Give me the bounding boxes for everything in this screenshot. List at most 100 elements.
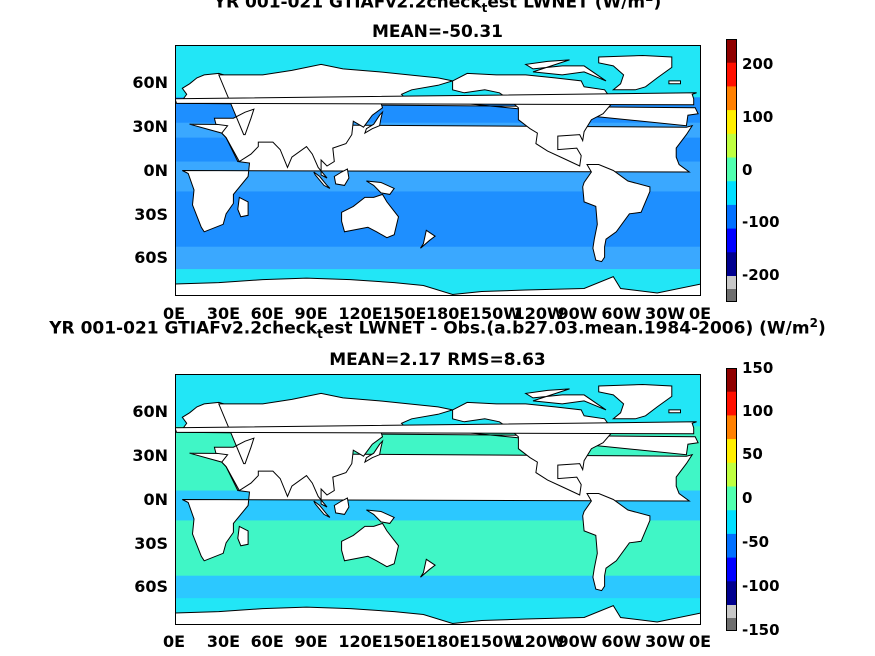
panel1-cb-tick: 200	[742, 55, 774, 73]
map-frame	[175, 374, 701, 625]
land-borneo	[333, 497, 350, 515]
land-new-zealand	[420, 558, 436, 578]
colorbar-segment	[726, 289, 737, 302]
colorbar-segment	[726, 228, 737, 253]
panel1-title-sup: 2	[645, 0, 653, 4]
colorbar-segment	[726, 181, 737, 206]
land-new-zealand	[420, 229, 436, 249]
panel2-lat-60s: 60S	[134, 577, 168, 596]
lon-tick-label: 90W	[557, 632, 598, 651]
lon-tick-label: 0E	[689, 304, 712, 323]
lon-tick-label: 150W	[469, 304, 521, 323]
panel2-lat-30s: 30S	[134, 534, 168, 553]
land-south-america	[582, 493, 651, 592]
land-antarctica	[175, 275, 701, 296]
land-baffin-archipelago	[524, 388, 607, 411]
panel2-cb-tick: 100	[742, 402, 774, 420]
land-borneo	[333, 168, 350, 186]
lon-tick-label: 30W	[645, 632, 686, 651]
lon-tick-label: 60E	[250, 632, 284, 651]
panel2-title: YR 001-021 GTIAFv2.2checktest LWNET - Ob…	[0, 316, 875, 341]
lon-tick-label: 30W	[645, 304, 686, 323]
colorbar-segment	[726, 276, 737, 289]
lon-tick-label: 150W	[469, 632, 521, 651]
colorbar-segment	[726, 86, 737, 111]
lon-tick-label: 30E	[206, 632, 241, 651]
panel2-cb-tick: -50	[742, 533, 770, 551]
colorbar-segment	[726, 510, 737, 535]
land-uk	[175, 92, 697, 106]
colorbar-segment	[726, 605, 737, 618]
panel2-cb-tick: -150	[742, 621, 780, 639]
panel2-colorbar	[726, 368, 737, 631]
land-antarctica	[175, 604, 701, 625]
colorbar-segment	[726, 368, 737, 393]
lon-tick-label: 0E	[689, 632, 712, 651]
colorbar-segment	[726, 110, 737, 135]
colorbar-segment	[726, 204, 737, 230]
panel1-lat-60n: 60N	[132, 73, 168, 92]
land-iceland	[668, 409, 681, 414]
colorbar-frame	[726, 368, 737, 631]
colorbar-segment	[726, 415, 737, 440]
land-new-guinea	[366, 509, 395, 524]
colorbar-segment	[726, 62, 737, 87]
lon-tick-label: 0E	[163, 304, 186, 323]
land-japan	[363, 110, 384, 135]
lon-tick-label: 0E	[163, 632, 186, 651]
colorbar-segment	[726, 581, 737, 606]
panel2-cb-tick: 0	[742, 489, 753, 507]
lon-tick-label: 180E	[426, 304, 471, 323]
land-madagascar	[237, 525, 249, 547]
lon-tick-label: 30E	[206, 304, 241, 323]
land-japan	[363, 439, 384, 464]
panel2-title-tail: est LWNET - Obs.(a.b27.03.mean.1984-2006…	[322, 318, 810, 339]
lon-tick-label: 120E	[338, 304, 383, 323]
colorbar-segment	[726, 391, 737, 416]
panel1-cb-tick: 0	[742, 161, 753, 179]
land-south-america	[582, 164, 651, 263]
panel2-title-close: )	[817, 318, 826, 339]
panel2-title-sub: t	[317, 327, 323, 342]
colorbar-frame	[726, 39, 737, 302]
land-sumatra	[313, 500, 331, 518]
colorbar-segment	[726, 486, 737, 511]
panel1-lat-30n: 30N	[132, 117, 168, 136]
lon-tick-label: 60W	[601, 304, 642, 323]
panel1-lat-30s: 30S	[134, 205, 168, 224]
panel1-title-sub: t	[481, 1, 488, 16]
panel2-stats: MEAN=2.17 RMS=8.63	[329, 350, 546, 370]
lon-tick-label: 120W	[513, 304, 565, 323]
lon-tick-label: 60E	[250, 304, 284, 323]
lon-tick-label: 60W	[601, 632, 642, 651]
colorbar-segment	[726, 133, 737, 158]
land-new-guinea	[366, 180, 395, 195]
land-madagascar	[237, 196, 249, 218]
panel1-map	[175, 45, 701, 296]
lon-tick-label: 150E	[382, 632, 427, 651]
land-australia	[341, 193, 400, 239]
panel2-cb-tick: 50	[742, 445, 763, 463]
panel1-colorbar	[726, 39, 737, 302]
panel2-title-main: YR 001-021 GTIAFv2.2check	[49, 318, 318, 339]
lon-tick-label: 90E	[294, 632, 328, 651]
lon-tick-label: 180E	[426, 632, 471, 651]
land-sumatra	[313, 171, 331, 189]
land-greenland	[598, 54, 673, 91]
lon-tick-label: 120W	[513, 632, 565, 651]
panel2-lat-60n: 60N	[132, 402, 168, 421]
panel2-cb-tick: 150	[742, 359, 774, 377]
panel1-cb-tick: -100	[742, 213, 780, 231]
colorbar-segment	[726, 533, 737, 559]
panel1-title-tail: est LWNET (W/m	[487, 0, 646, 13]
lon-tick-label: 150E	[382, 304, 427, 323]
colorbar-segment	[726, 462, 737, 487]
panel1-cb-tick: -200	[742, 266, 780, 284]
panel1-title-main: YR 001-021 GTIAFv2.2check	[213, 0, 482, 13]
panel1-title-close: )	[653, 0, 662, 13]
colorbar-segment	[726, 557, 737, 582]
land-iceland	[668, 80, 681, 85]
panel2-lat-30n: 30N	[132, 446, 168, 465]
colorbar-segment	[726, 39, 737, 64]
panel1-stats: MEAN=-50.31	[372, 22, 503, 42]
